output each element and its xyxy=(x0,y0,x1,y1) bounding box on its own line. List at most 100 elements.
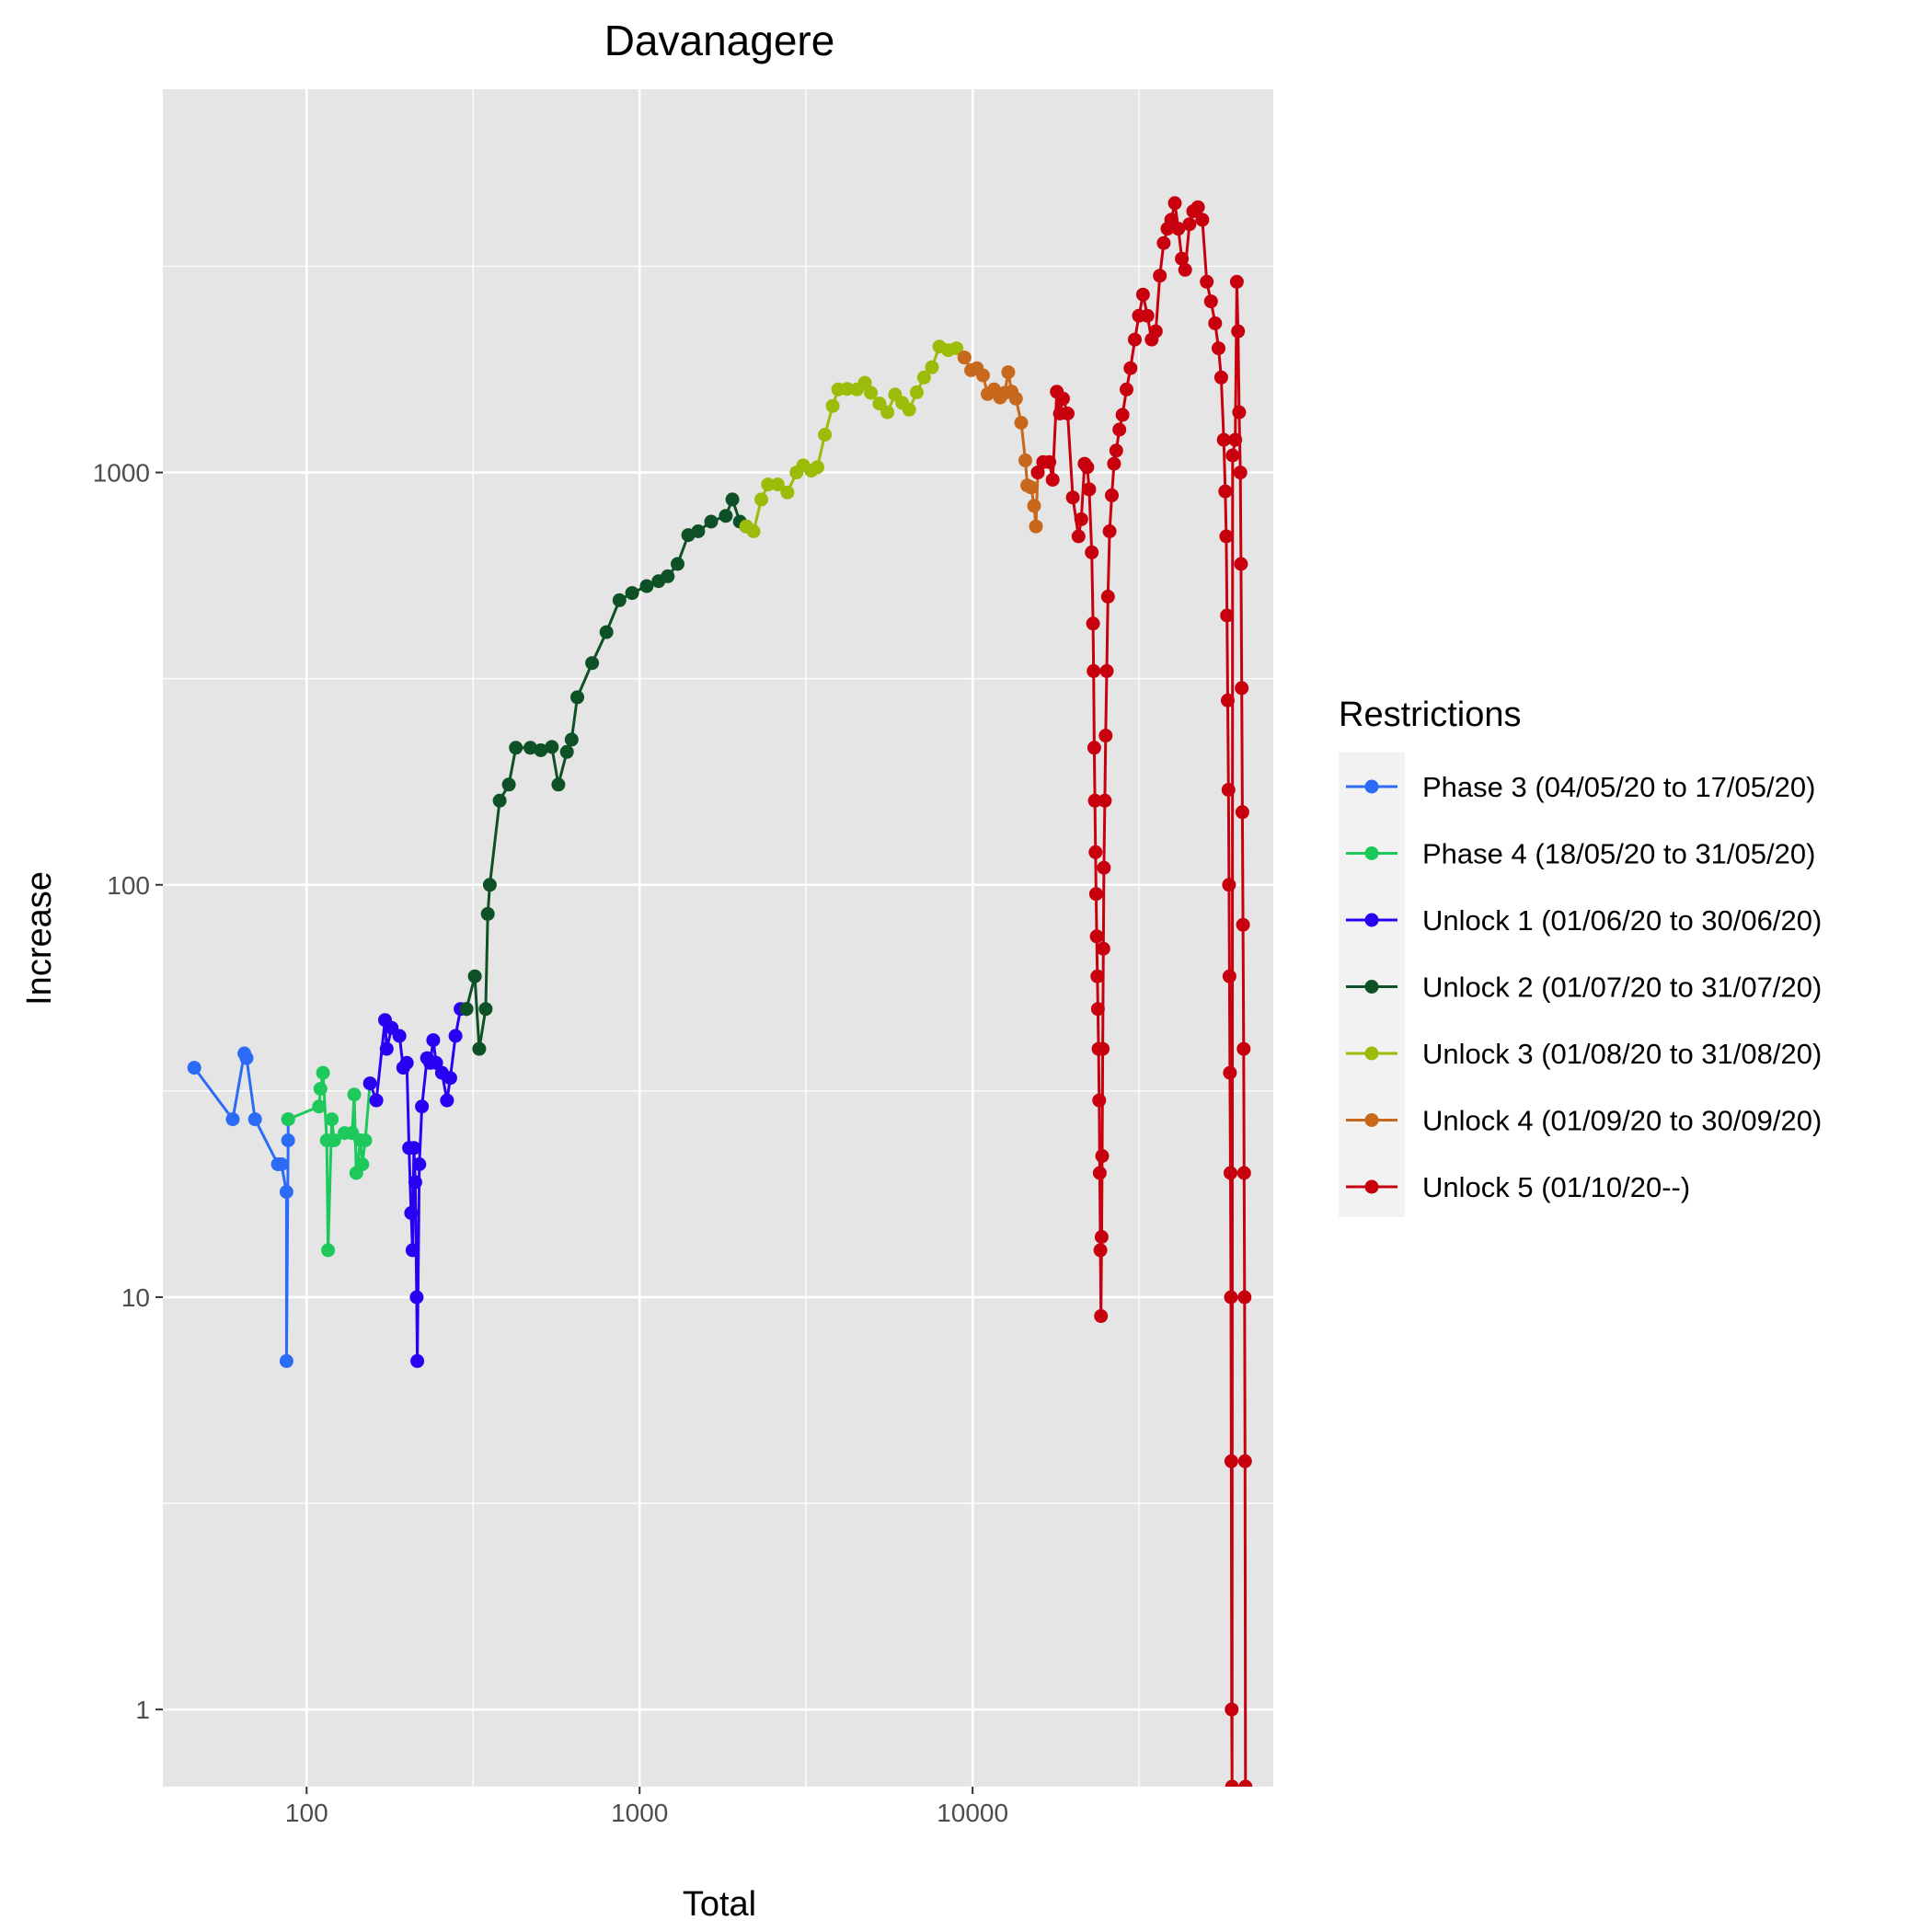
data-point xyxy=(1224,1454,1238,1468)
data-point xyxy=(239,1051,254,1065)
data-point xyxy=(426,1033,441,1048)
data-point xyxy=(1008,391,1023,406)
data-point xyxy=(325,1112,339,1127)
data-point xyxy=(523,741,537,755)
data-point xyxy=(1087,793,1102,808)
data-point xyxy=(347,1087,362,1102)
data-point xyxy=(1236,917,1250,932)
data-point xyxy=(362,1076,377,1091)
data-point xyxy=(910,385,924,399)
data-point xyxy=(1098,793,1112,808)
data-point xyxy=(1195,213,1210,227)
legend-key-point xyxy=(1364,846,1379,860)
data-point xyxy=(1236,1166,1251,1180)
data-point xyxy=(1089,929,1104,944)
legend-label: Phase 4 (18/05/20 to 31/05/20) xyxy=(1422,838,1815,870)
series-group xyxy=(1030,196,1253,1787)
data-point xyxy=(1190,200,1205,214)
data-point xyxy=(1088,887,1103,902)
data-point xyxy=(1216,432,1231,447)
data-point xyxy=(612,592,627,607)
data-point xyxy=(1135,287,1150,302)
data-point xyxy=(1030,466,1045,480)
data-point xyxy=(482,878,497,892)
data-point xyxy=(1074,512,1088,526)
data-point xyxy=(719,509,733,523)
data-point xyxy=(1105,488,1119,502)
x-axis-title: Total xyxy=(683,1885,756,1924)
data-point xyxy=(1061,407,1075,420)
y-axis-title: Increase xyxy=(20,871,59,1006)
data-point xyxy=(1208,316,1223,330)
series-group xyxy=(957,351,1045,534)
data-point xyxy=(1212,341,1225,356)
data-point xyxy=(1182,217,1197,232)
data-point xyxy=(551,777,566,792)
data-point xyxy=(1082,482,1097,497)
data-point xyxy=(404,1206,419,1220)
data-point xyxy=(864,385,879,400)
data-point xyxy=(1001,365,1016,380)
data-point xyxy=(492,793,507,808)
data-point xyxy=(1140,308,1155,323)
data-point xyxy=(872,397,887,411)
data-point xyxy=(1221,783,1236,797)
legend-key-point xyxy=(1364,1179,1379,1194)
data-point xyxy=(811,460,824,475)
data-point xyxy=(1153,269,1167,283)
data-point xyxy=(916,370,931,385)
data-point xyxy=(501,777,516,792)
data-point xyxy=(369,1093,384,1108)
data-point xyxy=(976,368,990,383)
data-point xyxy=(355,1157,370,1171)
data-point xyxy=(949,341,964,356)
data-point xyxy=(392,1029,407,1043)
data-point xyxy=(880,405,895,420)
data-point xyxy=(1115,408,1130,422)
data-point xyxy=(1085,545,1099,559)
data-point xyxy=(321,1243,336,1258)
x-tick-label: 100 xyxy=(285,1799,328,1827)
data-point xyxy=(746,524,761,538)
data-point xyxy=(1086,616,1100,631)
data-point xyxy=(925,360,939,374)
legend-label: Unlock 1 (01/06/20 to 30/06/20) xyxy=(1422,904,1822,937)
legend-label: Unlock 5 (01/10/20--) xyxy=(1422,1171,1690,1203)
data-point xyxy=(1238,1779,1253,1787)
data-point xyxy=(1093,1243,1108,1258)
data-point xyxy=(1107,456,1121,471)
data-point xyxy=(1220,608,1235,623)
data-point xyxy=(1224,1290,1238,1305)
data-point xyxy=(1027,499,1041,513)
data-point xyxy=(761,477,776,492)
data-point xyxy=(661,569,675,583)
data-point xyxy=(1148,324,1163,339)
data-point xyxy=(1092,1166,1107,1180)
data-point xyxy=(409,1290,424,1305)
data-point xyxy=(1171,222,1186,236)
data-point xyxy=(312,1099,327,1114)
data-point xyxy=(1237,1290,1252,1305)
y-tick-label: 100 xyxy=(107,871,150,900)
data-point xyxy=(1100,590,1115,604)
data-point xyxy=(1120,382,1133,397)
y-tick-label: 10 xyxy=(121,1283,150,1312)
series-group xyxy=(362,1002,474,1368)
data-point xyxy=(957,351,972,365)
data-point xyxy=(1080,460,1095,475)
data-point xyxy=(1229,274,1244,289)
data-point xyxy=(281,1112,295,1127)
data-point xyxy=(1045,473,1060,487)
data-point xyxy=(1094,1309,1109,1323)
data-point xyxy=(459,1002,474,1017)
data-point xyxy=(818,428,833,442)
data-point xyxy=(1167,196,1182,211)
y-tick-label: 1 xyxy=(135,1696,150,1724)
x-tick-label: 10000 xyxy=(937,1799,1008,1827)
data-point xyxy=(1175,251,1190,266)
data-point xyxy=(625,586,639,601)
data-point xyxy=(1095,1149,1110,1163)
data-point xyxy=(545,740,559,754)
data-point xyxy=(509,741,523,755)
